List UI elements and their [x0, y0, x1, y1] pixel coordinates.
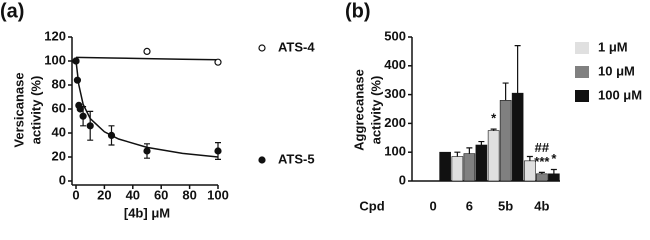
legend-marker — [258, 156, 266, 164]
panel-label: (a) — [0, 0, 24, 22]
data-point — [107, 131, 116, 139]
legend-label: ATS-4 — [278, 39, 315, 54]
error-bar — [490, 128, 497, 131]
bar — [499, 100, 512, 182]
x-tick-label: 60 — [154, 187, 168, 202]
x-tick-label: 100 — [207, 187, 229, 202]
legend-swatch — [575, 66, 589, 78]
fit-curve — [75, 60, 219, 158]
y-tick-label: 80 — [52, 76, 66, 91]
error-bar — [478, 140, 485, 145]
error-bar — [502, 82, 509, 101]
annotation: *** — [534, 154, 550, 169]
y-tick-label: 500 — [384, 28, 406, 43]
data-point — [79, 112, 87, 120]
error-bar — [514, 45, 521, 94]
y-axis-label: Versicanase — [11, 72, 26, 147]
y-axis-label: activity (%) — [28, 76, 43, 145]
data-point — [86, 122, 94, 130]
y-tick-label: 400 — [384, 57, 406, 72]
legend-swatch — [575, 42, 589, 54]
error-bar — [466, 147, 473, 154]
data-point — [73, 76, 82, 84]
bar — [463, 153, 476, 182]
x-tick-label: 0 — [72, 187, 79, 202]
legend-swatch — [575, 90, 589, 102]
figure: (a)Versicanase activity (%)[4b] μM0204060… — [0, 0, 642, 220]
error-bar — [538, 171, 545, 174]
x-tick-label: 20 — [97, 187, 111, 202]
legend-label: ATS-5 — [278, 151, 315, 166]
bar — [439, 151, 451, 182]
error-bar — [454, 151, 461, 157]
data-point — [214, 58, 222, 66]
x-tick-label: 4b — [534, 198, 549, 213]
y-tick-label: 120 — [44, 28, 66, 43]
bar — [487, 130, 500, 182]
x-tick-label: 5b — [498, 198, 513, 213]
annotation: * — [491, 111, 497, 126]
x-tick-label: 40 — [126, 187, 140, 202]
y-tick-label: 40 — [52, 124, 66, 139]
y-tick-label: 60 — [52, 100, 66, 115]
error-bar — [526, 155, 533, 161]
y-axis-label: Aggrecanase — [351, 69, 366, 151]
annotation: * — [551, 151, 557, 166]
bar — [548, 173, 560, 182]
y-tick-label: 300 — [384, 86, 406, 101]
error-bar — [550, 168, 557, 174]
fit-curve — [75, 56, 219, 61]
data-point — [143, 47, 151, 56]
data-point — [72, 57, 80, 65]
y-tick-label: 100 — [384, 144, 406, 159]
bar — [536, 173, 548, 182]
legend-label: 1 μM — [598, 39, 628, 54]
data-point — [143, 147, 151, 155]
x-axis-label: [4b] μM — [124, 205, 170, 220]
x-tick-label: 6 — [466, 198, 473, 213]
y-tick-label: 20 — [52, 148, 66, 163]
y-axis-label: activity (%) — [368, 76, 383, 145]
bar — [451, 156, 464, 182]
y-tick-label: 0 — [59, 172, 66, 187]
x-tick-label: 0 — [430, 198, 437, 213]
legend-label: 100 μM — [598, 87, 642, 102]
legend-label: 10 μM — [598, 63, 635, 78]
y-tick-label: 100 — [44, 52, 66, 67]
bar — [511, 92, 524, 182]
legend-marker — [258, 44, 266, 52]
data-point — [214, 147, 222, 155]
y-tick-label: 200 — [384, 115, 406, 130]
x-axis-label: Cpd — [359, 198, 384, 213]
y-tick-label: 0 — [399, 172, 406, 187]
annotation: ## — [535, 140, 550, 155]
bar — [475, 144, 488, 182]
panel-label: (b) — [345, 0, 371, 22]
x-tick-label: 80 — [182, 187, 196, 202]
